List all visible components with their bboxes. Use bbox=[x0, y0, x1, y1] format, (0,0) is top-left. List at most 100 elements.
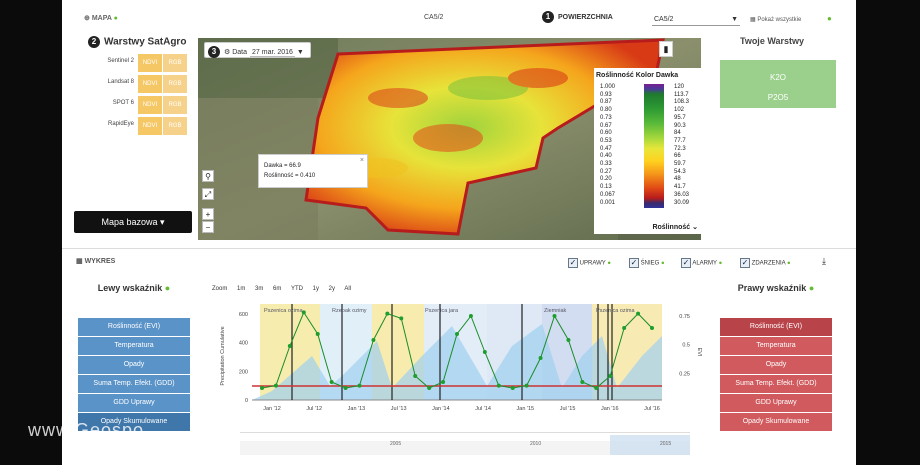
zoom-in-button[interactable]: + bbox=[202, 208, 214, 220]
map-section-title: ⊕ MAPA ● bbox=[84, 15, 118, 22]
zoom-1y[interactable]: 1y bbox=[312, 286, 319, 292]
y-left-tick-label: 400 bbox=[239, 341, 248, 347]
checkbox[interactable]: ✓ bbox=[740, 258, 750, 268]
time-series-chart[interactable]: Pszenica ozima Rzepak ozimy Pszenica jara Z… bbox=[212, 296, 702, 416]
legend-dose-value: 77.7 bbox=[674, 137, 686, 144]
chart-navigator[interactable]: 2005 2010 2015 bbox=[240, 432, 690, 458]
rgb-button[interactable]: RGB bbox=[163, 75, 187, 93]
evi-data-point bbox=[301, 310, 306, 315]
info-icon[interactable]: ● bbox=[113, 15, 118, 22]
right-indicator-evi[interactable]: Roślinność (EVI) bbox=[720, 318, 832, 336]
zoom-1m[interactable]: 1m bbox=[237, 286, 246, 292]
crop-label: Rzepak ozimy bbox=[332, 308, 367, 314]
layer-p2o5[interactable]: P2O5 bbox=[767, 93, 789, 102]
navigator-track bbox=[240, 441, 690, 455]
evi-data-point bbox=[468, 314, 473, 318]
x-tick-label: Jan '16 bbox=[601, 406, 619, 412]
date-label: Data bbox=[232, 48, 248, 56]
layer-name: RapidEye bbox=[107, 121, 134, 127]
x-tick-label: Jan '14 bbox=[432, 406, 450, 412]
checkbox-crops[interactable]: ✓ UPRAWY ● bbox=[568, 258, 611, 268]
basemap-label: Mapa bazowa bbox=[101, 217, 158, 227]
zoom-6m[interactable]: 6m bbox=[273, 286, 282, 292]
left-indicator-cumulative-precip[interactable]: Opady Skumulowane bbox=[78, 413, 190, 431]
zoom-3m[interactable]: 3m bbox=[255, 286, 264, 292]
y-right-tick-label: 0.75 bbox=[679, 314, 690, 320]
ndvi-button[interactable]: NDVI bbox=[138, 96, 162, 114]
zoom-2y[interactable]: 2y bbox=[328, 286, 335, 292]
evi-data-point bbox=[636, 311, 641, 316]
evi-data-point bbox=[622, 326, 627, 330]
close-icon[interactable]: × bbox=[359, 157, 364, 164]
satagro-layers-title: 2 Warstwy SatAgro bbox=[88, 36, 204, 48]
evi-data-point bbox=[357, 383, 362, 388]
navigator-svg: 2005 2010 2015 bbox=[240, 435, 690, 455]
evi-data-point bbox=[496, 383, 501, 388]
your-layers-title: Twoje Warstwy bbox=[739, 36, 804, 46]
location-pin-icon[interactable]: ⚲ bbox=[202, 170, 214, 182]
tooltip-dose: Dawka = 66.9 bbox=[264, 163, 301, 169]
date-picker[interactable]: 3 ⚙ Data 27 mar. 2016 ▼ bbox=[204, 42, 311, 58]
left-indicator-gdd-crop[interactable]: GDD Uprawy bbox=[78, 394, 190, 412]
navigator-tick-label: 2010 bbox=[530, 441, 541, 447]
y-right-tick-label: 0.5 bbox=[682, 343, 690, 349]
map-legend: Roślinność Kolor Dawka 1.000 0.93 0.87 0.80… bbox=[594, 68, 701, 234]
legend-vegetation-value: 0.60 bbox=[600, 130, 612, 137]
right-indicator-title-text: Prawy wskaźnik bbox=[737, 283, 807, 293]
checkbox-snow[interactable]: ✓ ŚNIEG ● bbox=[629, 258, 665, 268]
right-indicator-gdd-crop[interactable]: GDD Uprawy bbox=[720, 394, 832, 412]
document-icon[interactable]: ▮ bbox=[659, 41, 673, 57]
evi-data-point bbox=[510, 386, 515, 390]
checkbox[interactable]: ✓ bbox=[568, 258, 578, 268]
evi-data-point bbox=[594, 386, 599, 390]
layer-name: Landsat 8 bbox=[107, 79, 134, 85]
surface-select[interactable]: CA5/2 ▼ bbox=[652, 13, 740, 26]
x-tick-label: Jan '12 bbox=[263, 406, 281, 412]
left-indicator-precipitation[interactable]: Opady bbox=[78, 356, 190, 374]
legend-dose-value: 90.3 bbox=[674, 122, 686, 129]
evi-data-point bbox=[343, 386, 348, 390]
crop-label: Pszenica ozima bbox=[596, 308, 635, 314]
right-indicator-cumulative-precip[interactable]: Opady Skumulowane bbox=[720, 413, 832, 431]
ndvi-button[interactable]: NDVI bbox=[138, 75, 162, 93]
top-bar: ⊕ MAPA ● CA5/2 1 POWIERZCHNIA CA5/2 ▼ ▦ Po… bbox=[62, 8, 856, 30]
checkbox-label: ALARMY bbox=[692, 260, 717, 267]
info-icon[interactable]: ● bbox=[827, 14, 832, 23]
ndvi-button[interactable]: NDVI bbox=[138, 117, 162, 135]
map-tooltip: × Dawka = 66.9 Roślinność = 0.410 bbox=[258, 154, 368, 188]
checkbox[interactable]: ✓ bbox=[629, 258, 639, 268]
right-indicator-temperature[interactable]: Temperatura bbox=[720, 337, 832, 355]
evi-data-point bbox=[273, 383, 278, 388]
right-indicator-precipitation[interactable]: Opady bbox=[720, 356, 832, 374]
crop-label: Ziemniak bbox=[544, 308, 567, 314]
checkbox-events[interactable]: ✓ ZDARZENIA ● bbox=[740, 258, 791, 268]
checkbox-label: UPRAWY bbox=[579, 260, 606, 267]
show-all-button[interactable]: ▦ Pokaż wszystkie bbox=[750, 17, 802, 23]
step-2-badge: 2 bbox=[88, 36, 100, 48]
ndvi-button[interactable]: NDVI bbox=[138, 54, 162, 72]
zoom-ytd[interactable]: YTD bbox=[290, 286, 303, 292]
evi-data-point bbox=[329, 380, 334, 384]
checkbox[interactable]: ✓ bbox=[681, 258, 691, 268]
field-map[interactable]: 3 ⚙ Data 27 mar. 2016 ▼ ▮ × Dawka = 66.9 R… bbox=[198, 38, 701, 240]
rgb-button[interactable]: RGB bbox=[163, 117, 187, 135]
checkbox-label: ZDARZENIA bbox=[751, 260, 786, 267]
rgb-button[interactable]: RGB bbox=[163, 54, 187, 72]
left-indicator-evi[interactable]: Roślinność (EVI) bbox=[78, 318, 190, 336]
layer-k2o[interactable]: K2O bbox=[769, 73, 786, 82]
rgb-button[interactable]: RGB bbox=[163, 96, 187, 114]
left-indicator-title: Lewy wskaźnik ● bbox=[78, 283, 190, 293]
left-indicator-gdd-sum[interactable]: Suma Temp. Efekt. (GDD) bbox=[78, 375, 190, 393]
legend-vegetation-value: 0.40 bbox=[600, 153, 612, 160]
zoom-all[interactable]: All bbox=[344, 286, 351, 292]
basemap-button[interactable]: Mapa bazowa ▾ bbox=[74, 211, 192, 233]
right-indicator-gdd-sum[interactable]: Suma Temp. Efekt. (GDD) bbox=[720, 375, 832, 393]
download-icon[interactable]: ⤓ bbox=[822, 256, 826, 266]
left-indicator-temperature[interactable]: Temperatura bbox=[78, 337, 190, 355]
checkbox-alarms[interactable]: ✓ ALARMY ● bbox=[681, 258, 722, 268]
x-tick-label: Jul '12 bbox=[306, 406, 322, 412]
zoom-out-button[interactable]: − bbox=[202, 221, 214, 233]
y-left-tick-label: 600 bbox=[239, 312, 248, 318]
legend-selector[interactable]: Roślinność ⌄ bbox=[652, 223, 698, 231]
fullscreen-icon[interactable]: ⤢ bbox=[202, 188, 214, 200]
